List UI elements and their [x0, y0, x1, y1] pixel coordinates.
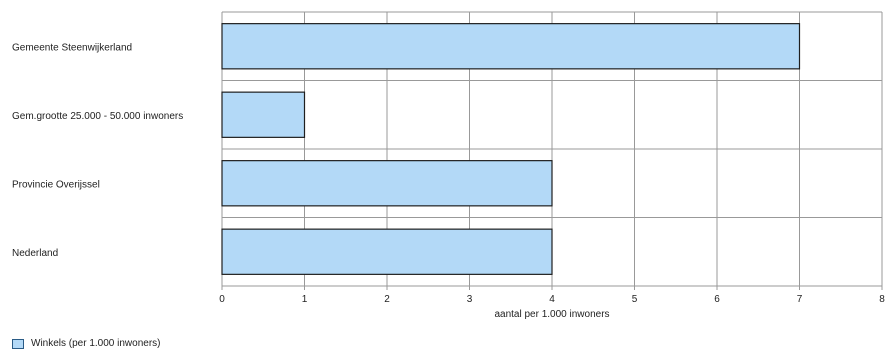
category-label: Provincie Overijssel	[12, 179, 100, 190]
x-axis-title: aantal per 1.000 inwoners	[494, 309, 609, 320]
legend-label: Winkels (per 1.000 inwoners)	[31, 338, 161, 349]
bar	[221, 160, 553, 207]
category-label: Nederland	[12, 248, 58, 259]
tick-label-x: 6	[714, 294, 720, 305]
tick-label-x: 2	[384, 294, 390, 305]
bar	[221, 91, 306, 138]
tick-label-x: 4	[549, 294, 555, 305]
tick-label-x: 5	[632, 294, 638, 305]
tick-label-x: 1	[302, 294, 308, 305]
tick-label-x: 3	[467, 294, 473, 305]
category-label: Gemeente Steenwijkerland	[12, 42, 132, 53]
bar	[221, 23, 801, 70]
tick-label-x: 7	[797, 294, 803, 305]
bar	[221, 228, 553, 275]
tick-label-x: 0	[219, 294, 225, 305]
legend-swatch	[12, 338, 24, 349]
tick-label-x: 8	[879, 294, 885, 305]
legend: Winkels (per 1.000 inwoners)	[12, 338, 161, 349]
category-label: Gem.grootte 25.000 - 50.000 inwoners	[12, 111, 183, 122]
